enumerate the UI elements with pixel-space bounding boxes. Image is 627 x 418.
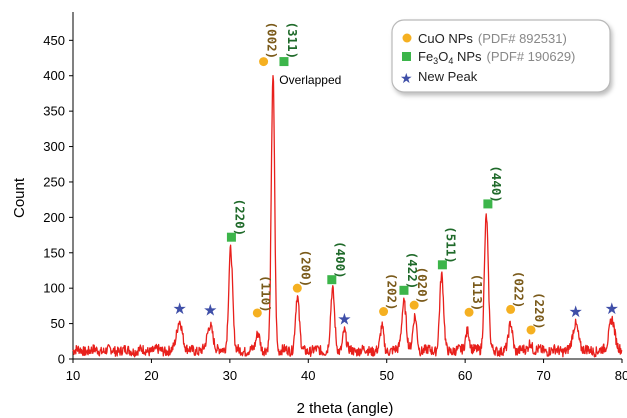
legend-box [391,19,611,93]
x-tick-label: 40 [301,368,315,383]
peak-labels: (002) (110) (200) (202) (020) (113) (022) (220)… [232,22,547,330]
y-tick-label: 250 [43,174,65,189]
legend-fe-marker [402,52,411,61]
cuo-hkl-label: (200) [298,250,313,288]
y-tick-label: 300 [43,139,65,154]
cuo-hkl-label: (020) [415,267,430,305]
legend-fe-sub2: 4 [448,56,453,66]
x-axis-title: 2 theta (angle) [297,400,394,417]
legend-cuo-label: CuO NPs (PDF# 892531) [418,31,567,46]
cuo-peak-marker [506,304,516,314]
fe3o4-peak-marker [327,275,337,285]
y-axis-title: Count [11,177,28,218]
cuo-peak-marker [464,307,474,317]
fe3o4-peak-marker [437,260,447,270]
cuo-hkl-label: (022) [512,271,527,309]
new-peak-star: ★ [337,312,351,329]
x-tick-label: 50 [379,368,393,383]
fe3o4-hkl-label: (220) [232,199,247,237]
cuo-peak-marker [526,325,536,335]
new-peak-star: ★ [569,304,583,321]
y-tick-label: 100 [43,281,65,296]
fe3o4-hkl-label: (511) [443,226,458,264]
y-tick-label: 0 [58,352,65,367]
cuo-peak-marker [292,283,302,293]
fe3o4-peak-marker [226,232,236,242]
legend-fe-label: Fe3O4 NPs (PDF# 190629) [418,49,575,66]
overlapped-annotation: Overlapped [279,73,341,87]
y-tick-label: 50 [51,316,65,331]
x-tick-label: 10 [66,368,80,383]
legend-cuo-pdf: (PDF# 892531) [478,31,567,46]
x-tick-label: 20 [144,368,158,383]
legend-fe-pdf: (PDF# 190629) [487,49,576,64]
xrd-pattern-line [72,74,623,358]
x-tick-label: 60 [458,368,472,383]
legend: CuO NPs (PDF# 892531) Fe3O4 NPs (PDF# 1906… [391,19,611,93]
x-tick-label: 80 [615,368,627,383]
cuo-peak-marker [252,308,262,318]
fe3o4-peak-marker [483,199,493,209]
legend-fe-nps: NPs [453,49,482,64]
fe3o4-hkl-label: (311) [285,22,300,60]
legend-fe-o: O [438,49,448,64]
new-peak-star: ★ [203,302,217,319]
y-tick-label: 450 [43,33,65,48]
legend-fe-sub1: 3 [433,56,438,66]
fe3o4-peak-marker [399,285,409,295]
legend-cuo-marker [402,33,412,43]
fe3o4-peak-marker [279,57,289,67]
new-peak-star: ★ [605,301,619,318]
cuo-peak-marker [409,300,419,310]
y-tick-label: 400 [43,68,65,83]
legend-newpeak-label: New Peak [418,69,478,84]
cuo-peak-marker [259,57,269,67]
cuo-hkl-label: (220) [532,292,547,330]
legend-fe-sym: Fe [418,49,433,64]
new-peak-star: ★ [172,301,186,318]
cuo-peak-marker [379,307,389,317]
y-tick-label: 200 [43,210,65,225]
x-tick-label: 70 [536,368,550,383]
y-tick-label: 350 [43,104,65,119]
fe3o4-hkl-label: (422) [405,252,420,290]
legend-star-marker: ★ [400,70,413,86]
cuo-hkl-label: (202) [385,273,400,311]
x-tick-label: 30 [223,368,237,383]
cuo-hkl-label: (113) [470,274,485,312]
y-tick-label: 150 [43,245,65,260]
cuo-hkl-label: (110) [258,275,273,313]
axes: 10 20 30 40 50 60 70 80 0 50 100 150 200 250 300 350 400… [43,12,627,383]
cuo-hkl-label: (002) [265,22,280,60]
fe3o4-hkl-label: (440) [489,165,504,203]
data-series [72,74,623,358]
peak-markers: ★ ★ ★ ★ ★ [172,57,619,335]
fe3o4-hkl-label: (400) [333,241,348,279]
legend-cuo-name: CuO NPs [418,31,473,46]
